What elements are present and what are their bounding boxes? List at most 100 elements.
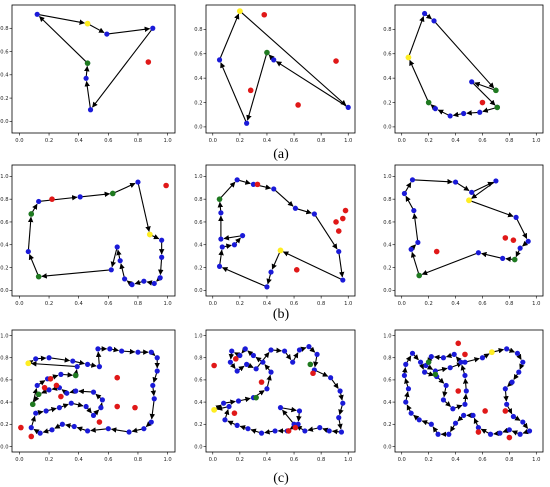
route-node: [461, 110, 467, 117]
route-node: [159, 237, 165, 243]
route-segment: [48, 357, 71, 363]
unvisited-node: [53, 382, 60, 389]
route-node: [440, 397, 447, 403]
x-tick-label: 1.0: [344, 457, 352, 463]
route-node: [84, 361, 91, 367]
route-node: [268, 269, 274, 275]
route-node: [219, 244, 225, 250]
row-caption-a: (a): [273, 147, 289, 162]
route-segment: [515, 217, 528, 239]
route-segment: [110, 427, 130, 433]
route-node: [260, 359, 266, 365]
route-segment: [90, 427, 109, 433]
unvisited-node: [342, 207, 349, 214]
route-node: [46, 355, 52, 361]
y-tick-label: 0.2: [0, 96, 8, 102]
route-segment: [275, 61, 349, 108]
route-node: [33, 356, 39, 362]
route-node: [135, 179, 141, 185]
x-tick-label: 0.4: [263, 457, 272, 463]
route-node: [70, 358, 76, 364]
y-tick-label: 0.6: [0, 220, 8, 226]
route-node: [403, 399, 409, 405]
x-tick-label: 0.0: [15, 138, 23, 144]
route-segment: [38, 195, 78, 202]
route-node: [500, 255, 506, 262]
unvisited-node: [211, 362, 217, 369]
route-node: [336, 248, 342, 255]
route-segment: [28, 254, 40, 277]
route-node: [117, 258, 123, 264]
y-tick-label: 0.8: [383, 356, 391, 362]
y-tick-label: 0.4: [194, 400, 203, 406]
route-node: [150, 382, 156, 389]
route-segment: [246, 52, 268, 121]
x-tick-label: 1.0: [532, 138, 540, 144]
route-segment: [112, 182, 136, 194]
route-node: [87, 107, 94, 113]
route-node: [141, 426, 147, 432]
y-tick-label: 0.8: [194, 356, 202, 362]
route-segment: [338, 251, 345, 278]
route-node: [447, 365, 453, 371]
route-segment: [30, 361, 78, 368]
x-tick-label: 0.2: [425, 301, 433, 307]
plot-frame: [394, 4, 544, 134]
x-tick-label: 0.4: [263, 301, 272, 307]
unvisited-node: [231, 410, 238, 416]
unvisited-node: [506, 434, 513, 441]
route-node: [440, 355, 447, 361]
depot-node: [277, 247, 284, 254]
special-node: [425, 99, 432, 106]
route-node: [218, 236, 224, 242]
route-node: [277, 405, 284, 411]
route-segment: [39, 16, 88, 64]
row-caption-c: (c): [273, 471, 289, 486]
depot-node: [236, 8, 243, 14]
route-node: [49, 427, 55, 433]
route-node: [90, 389, 97, 395]
depot-node: [211, 406, 218, 413]
y-tick-label: 0.2: [194, 422, 202, 428]
unvisited-node: [163, 182, 169, 189]
route-node: [340, 400, 346, 406]
route-segment: [37, 13, 85, 25]
y-tick-label: 0.6: [383, 220, 391, 226]
route-node: [510, 413, 516, 420]
route-node: [271, 186, 277, 192]
route-node: [221, 400, 227, 406]
y-tick-label: 0.4: [0, 73, 9, 79]
x-tick-label: 0.2: [425, 457, 433, 463]
unvisited-node: [285, 428, 292, 434]
route-node: [337, 388, 343, 394]
route-node: [268, 369, 274, 375]
route-segment: [84, 80, 92, 110]
x-tick-label: 0.8: [317, 301, 325, 307]
route-node: [151, 396, 157, 402]
route-segment: [271, 250, 282, 270]
x-tick-label: 0.0: [398, 138, 406, 144]
route-node: [493, 178, 499, 184]
y-tick-label: 0.2: [0, 265, 8, 271]
route-node: [46, 387, 52, 393]
unvisited-node: [482, 408, 488, 414]
y-tick-label: 0.0: [383, 125, 391, 131]
unvisited-node: [28, 433, 35, 440]
route-node: [428, 421, 434, 427]
unvisited-node: [41, 384, 48, 391]
y-tick-label: 0.0: [0, 444, 8, 450]
special-node: [425, 359, 432, 365]
route-node: [517, 245, 523, 251]
route-node: [229, 348, 235, 354]
x-tick-label: 0.0: [398, 457, 406, 463]
unvisited-node: [145, 59, 152, 65]
panel-a-1: 0.0 0.2 0.4 0.6 0.8 1.0 0.0 0.2 0.4 0.6 0.8: [0, 4, 176, 144]
panels-layer: 0.0 0.2 0.4 0.6 0.8 1.0 0.0 0.2 0.4 0.6 0.8 0.0 0.2 0…: [0, 4, 544, 463]
unvisited-node: [433, 248, 440, 255]
special-node: [432, 371, 439, 378]
route-node: [235, 398, 242, 404]
route-node: [328, 375, 334, 381]
route-segment: [409, 59, 430, 103]
route-node: [408, 410, 414, 416]
route-segment: [412, 213, 419, 243]
